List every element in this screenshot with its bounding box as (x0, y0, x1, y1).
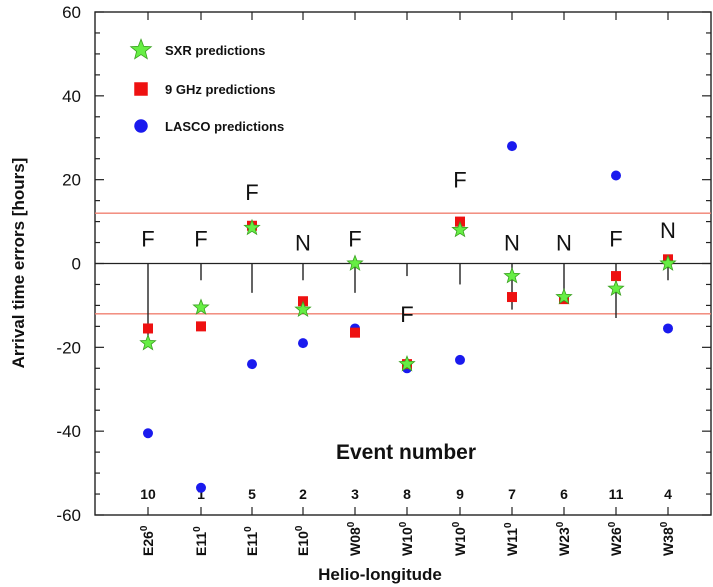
y-tick-label: 0 (72, 255, 81, 274)
data-point-square (143, 323, 153, 334)
data-point-star (398, 354, 416, 372)
event-number-annotation: Event number (336, 441, 476, 464)
y-tick-label: -60 (56, 506, 81, 525)
event-number-label: 2 (299, 486, 307, 502)
data-point-circle (143, 428, 153, 439)
data-point-square (350, 327, 360, 338)
event-number-label: 5 (248, 486, 256, 502)
event-flag: N (504, 231, 520, 256)
data-point-star (659, 254, 677, 271)
data-point-circle (298, 338, 308, 349)
data-point-square (507, 292, 517, 303)
x-tick-label: W100 (398, 521, 415, 556)
event-flag: F (609, 226, 622, 251)
y-axis-label: Arrival time errors [hours] (9, 158, 28, 369)
data-point-circle (247, 359, 257, 370)
legend-marker-circle (134, 119, 148, 133)
x-tick-label: E260 (139, 525, 156, 556)
x-tick-label: W080 (346, 521, 363, 556)
data-point-star (555, 287, 573, 305)
event-number-label: 9 (456, 486, 464, 502)
event-number-label: 4 (664, 486, 672, 502)
data-point-square (611, 271, 621, 282)
x-axis-label: Helio-longitude (318, 565, 442, 584)
event-flag: N (556, 231, 572, 256)
data-point-star (243, 218, 261, 236)
legend-marker-square (134, 82, 148, 96)
data-point-star (192, 298, 210, 315)
x-tick-label: W110 (503, 522, 520, 556)
y-tick-label: 60 (62, 3, 81, 22)
event-flag: F (141, 226, 154, 251)
event-number-label: 11 (609, 486, 624, 502)
data-point-star (451, 220, 469, 238)
x-tick-label: W380 (659, 521, 676, 556)
data-point-star (346, 254, 364, 271)
x-tick-label: E110 (243, 526, 260, 556)
x-tick-label: E110 (192, 526, 209, 556)
event-flag: N (660, 218, 676, 243)
legend-marker-star (129, 38, 153, 60)
event-flag: F (400, 302, 413, 327)
data-point-circle (663, 323, 673, 334)
x-tick-label: W260 (607, 521, 624, 556)
event-flag: F (194, 226, 207, 251)
data-point-star (503, 266, 521, 284)
event-flag: F (245, 180, 258, 205)
event-number-label: 3 (351, 486, 359, 502)
event-flag: F (348, 226, 361, 251)
y-tick-label: 40 (62, 87, 81, 106)
event-number-label: 8 (403, 486, 411, 502)
legend-label: LASCO predictions (165, 119, 284, 134)
x-tick-label: E100 (294, 525, 311, 556)
data-point-star (294, 300, 312, 318)
data-point-circle (196, 482, 206, 493)
x-tick-label: W100 (451, 521, 468, 556)
data-point-star (607, 279, 625, 297)
legend-label: SXR predictions (165, 43, 265, 58)
event-number-label: 7 (508, 486, 516, 502)
data-point-circle (611, 170, 621, 181)
x-tick-label: W230 (555, 521, 572, 556)
event-number-label: 10 (140, 486, 156, 502)
y-tick-label: -20 (56, 338, 81, 357)
data-point-circle (507, 141, 517, 152)
y-tick-label: -40 (56, 422, 81, 441)
y-tick-label: 20 (62, 171, 81, 190)
event-number-label: 1 (197, 486, 205, 502)
event-flag: F (453, 168, 466, 193)
event-number-label: 6 (560, 486, 568, 502)
data-point-circle (455, 354, 465, 365)
event-flag: N (295, 231, 311, 256)
data-point-star (139, 333, 157, 351)
legend-label: 9 GHz predictions (165, 82, 276, 97)
data-point-square (196, 321, 206, 332)
